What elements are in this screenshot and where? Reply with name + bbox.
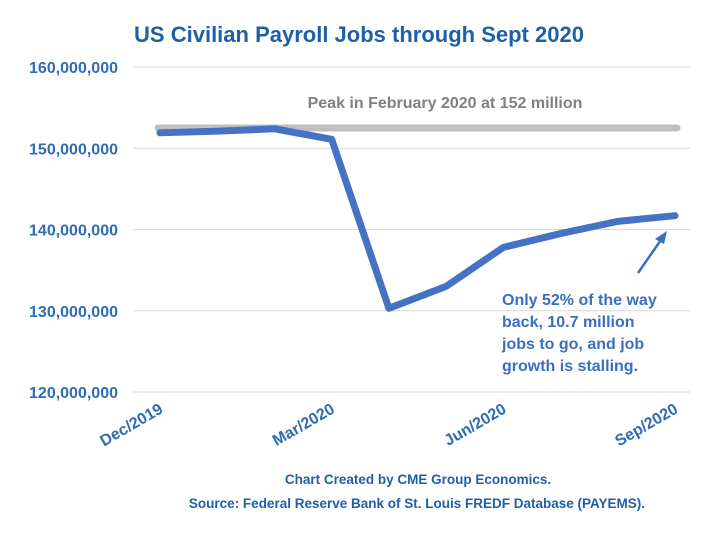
annotation-line: jobs to go, and job [501, 336, 644, 353]
credits: Chart Created by CME Group Economics. Sou… [189, 472, 645, 511]
x-tick-label: Dec/2019 [97, 401, 166, 450]
y-tick-label: 120,000,000 [29, 385, 118, 402]
y-tick-label: 140,000,000 [29, 223, 118, 240]
y-tick-label: 130,000,000 [29, 304, 118, 321]
y-axis-ticks: 120,000,000 130,000,000 140,000,000 150,000… [29, 60, 118, 402]
annotation-line: growth is stalling. [502, 358, 638, 375]
x-tick-label: Sep/2020 [612, 401, 681, 450]
peak-reference: Peak in February 2020 at 152 million [158, 95, 677, 128]
chart-title: US Civilian Payroll Jobs through Sept 20… [134, 22, 584, 47]
y-tick-label: 150,000,000 [29, 141, 118, 158]
annotation: Only 52% of the way back, 10.7 million job… [501, 231, 667, 375]
series-line [160, 129, 675, 309]
credit-line: Chart Created by CME Group Economics. [285, 472, 551, 487]
credit-line: Source: Federal Reserve Bank of St. Loui… [189, 496, 645, 511]
arrow-head-icon [655, 231, 667, 244]
x-tick-label: Jun/2020 [442, 401, 510, 450]
y-tick-label: 160,000,000 [29, 60, 118, 77]
annotation-arrow [638, 237, 663, 273]
x-tick-label: Mar/2020 [270, 401, 338, 450]
series-layer [160, 129, 675, 309]
peak-label: Peak in February 2020 at 152 million [308, 95, 583, 112]
x-axis-ticks: Dec/2019 Mar/2020 Jun/2020 Sep/2020 [97, 401, 681, 450]
annotation-line: Only 52% of the way [502, 292, 657, 309]
annotation-line: back, 10.7 million [502, 314, 635, 331]
